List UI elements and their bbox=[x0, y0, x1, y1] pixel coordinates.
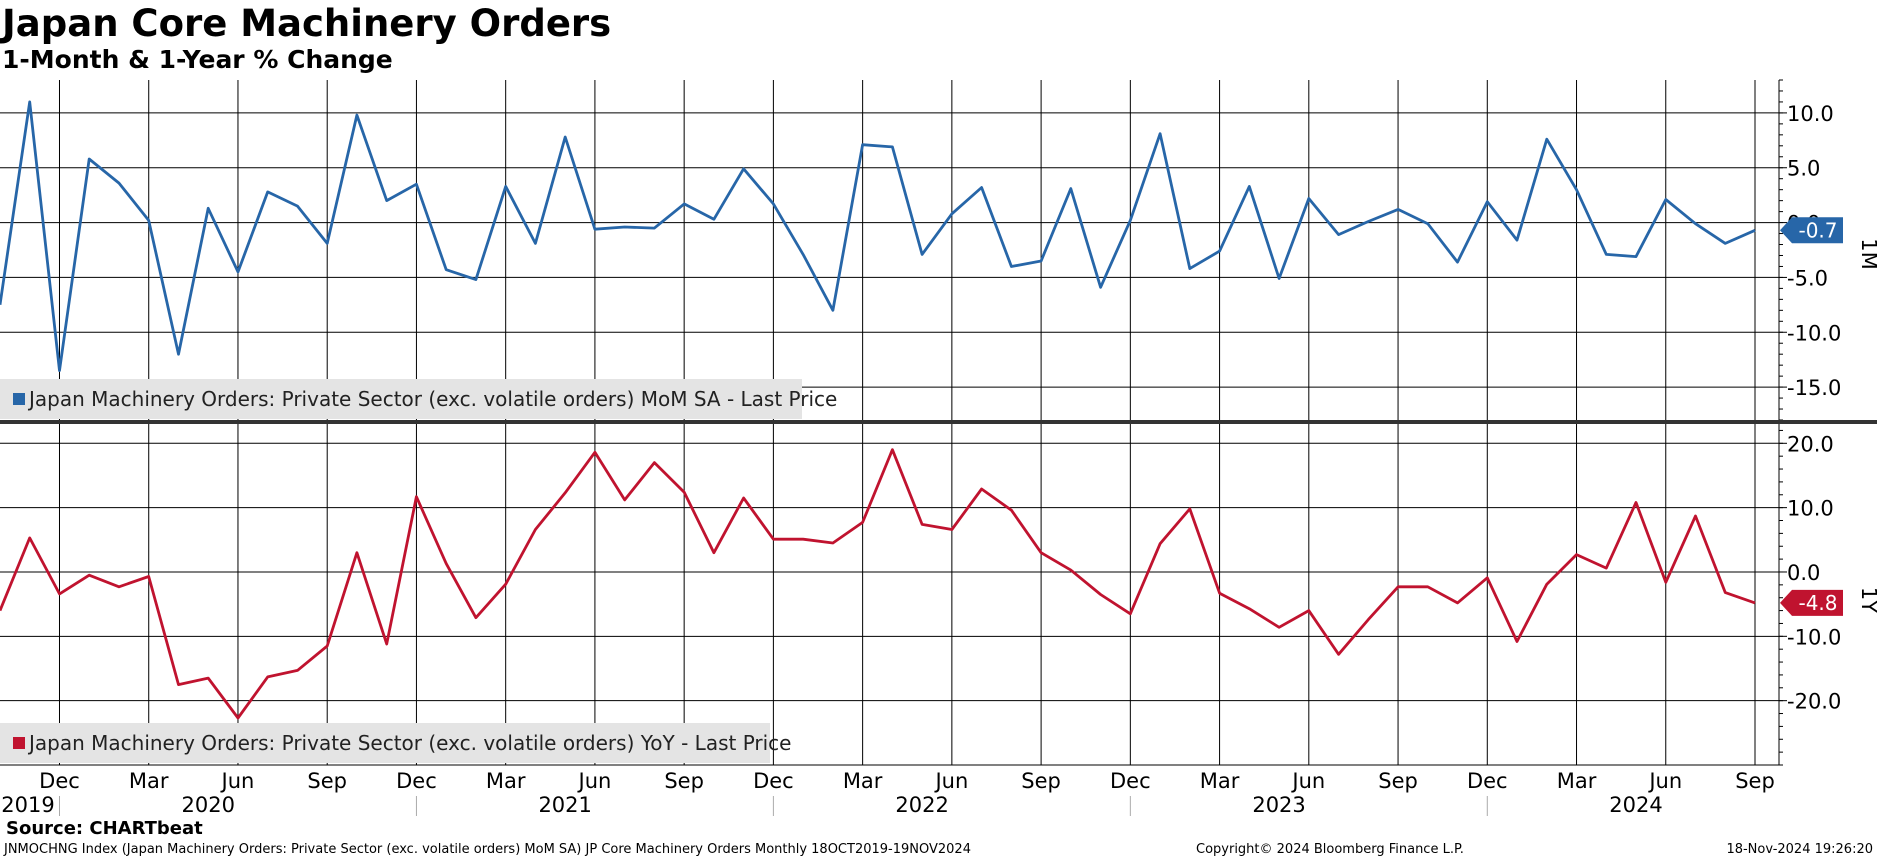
panel-side-label: 1M bbox=[1857, 238, 1877, 269]
last-value-label: -0.7 bbox=[1798, 218, 1837, 242]
x-month-label: Dec bbox=[396, 769, 437, 793]
x-month-label: Sep bbox=[307, 769, 347, 793]
x-month-label: Sep bbox=[1021, 769, 1061, 793]
x-year-label: 2024 bbox=[1609, 793, 1662, 817]
y-tick-label: 10.0 bbox=[1787, 102, 1834, 126]
x-year-label: 2022 bbox=[895, 793, 948, 817]
x-month-label: Jun bbox=[577, 769, 612, 793]
x-month-label: Mar bbox=[1557, 769, 1597, 793]
legend-swatch bbox=[13, 737, 25, 749]
x-month-label: Dec bbox=[1110, 769, 1151, 793]
x-month-label: Jun bbox=[1647, 769, 1682, 793]
source-note: Source: CHARTbeat bbox=[6, 818, 203, 839]
y-tick-label: 5.0 bbox=[1787, 157, 1820, 181]
x-month-label: Sep bbox=[664, 769, 704, 793]
x-month-label: Sep bbox=[1378, 769, 1418, 793]
x-year-label: 2020 bbox=[181, 793, 234, 817]
last-value-flag bbox=[1780, 589, 1843, 616]
x-month-label: Dec bbox=[753, 769, 794, 793]
x-year-label: 2019 bbox=[1, 793, 54, 817]
last-value-label: -4.8 bbox=[1798, 591, 1837, 615]
footer-timestamp: 18-Nov-2024 19:26:20 bbox=[1726, 842, 1873, 857]
y-tick-label: -20.0 bbox=[1787, 690, 1841, 714]
yoy-series-line bbox=[0, 448, 1756, 720]
y-tick-label: 20.0 bbox=[1787, 432, 1834, 456]
x-month-label: Mar bbox=[129, 769, 169, 793]
y-tick-label: -5.0 bbox=[1787, 266, 1828, 290]
x-month-label: Jun bbox=[220, 769, 255, 793]
panel-side-label: 1Y bbox=[1857, 587, 1877, 613]
panel-separator bbox=[0, 420, 1877, 424]
y-tick-label: 10.0 bbox=[1787, 497, 1834, 521]
x-month-label: Sep bbox=[1735, 769, 1775, 793]
legend-label: Japan Machinery Orders: Private Sector (… bbox=[27, 731, 791, 755]
footer-copyright: Copyright© 2024 Bloomberg Finance L.P. bbox=[1196, 842, 1464, 857]
x-year-label: 2021 bbox=[538, 793, 591, 817]
last-value-flag bbox=[1780, 217, 1843, 244]
x-month-label: Jun bbox=[1290, 769, 1325, 793]
y-tick-label: 0.0 bbox=[1787, 561, 1820, 585]
mom-series-line bbox=[0, 100, 1756, 372]
y-tick-label: -15.0 bbox=[1787, 376, 1841, 400]
chart-title: Japan Core Machinery Orders bbox=[2, 2, 612, 45]
legend-box bbox=[0, 723, 770, 763]
x-month-label: Mar bbox=[843, 769, 883, 793]
x-year-label: 2023 bbox=[1252, 793, 1305, 817]
y-tick-label: -10.0 bbox=[1787, 625, 1841, 649]
x-month-label: Dec bbox=[39, 769, 80, 793]
footer-ticker-info: JNMOCHNG Index (Japan Machinery Orders: … bbox=[4, 842, 971, 857]
y-tick-label: -10.0 bbox=[1787, 321, 1841, 345]
x-month-label: Jun bbox=[933, 769, 968, 793]
chart-subtitle: 1-Month & 1-Year % Change bbox=[2, 45, 393, 74]
legend-label: Japan Machinery Orders: Private Sector (… bbox=[27, 387, 837, 411]
legend-box bbox=[0, 379, 802, 419]
legend-swatch bbox=[13, 393, 25, 405]
x-month-label: Mar bbox=[1200, 769, 1240, 793]
x-month-label: Dec bbox=[1467, 769, 1508, 793]
x-month-label: Mar bbox=[486, 769, 526, 793]
